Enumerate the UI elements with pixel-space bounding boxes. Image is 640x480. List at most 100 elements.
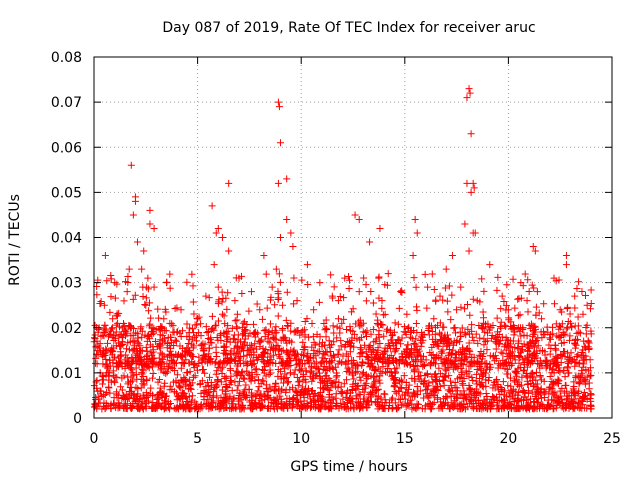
baseline-point (437, 336, 445, 344)
baseline-point (266, 366, 274, 374)
activity-point (432, 296, 440, 304)
baseline-point (140, 381, 148, 389)
activity-point (321, 341, 329, 349)
activity-point (271, 301, 279, 309)
activity-point (428, 270, 436, 278)
activity-point (238, 289, 246, 297)
activity-point (188, 270, 196, 278)
activity-point (367, 330, 375, 338)
baseline-point (161, 400, 169, 408)
baseline-point (160, 369, 168, 377)
activity-point (171, 305, 179, 313)
baseline-point (361, 384, 369, 392)
baseline-point (436, 370, 444, 378)
baseline-point (336, 329, 344, 337)
baseline-point (268, 327, 276, 335)
baseline-point (148, 331, 156, 339)
baseline-point (579, 401, 587, 409)
activity-point (520, 359, 528, 367)
data-point (465, 247, 473, 255)
activity-point (435, 342, 443, 350)
baseline-point (212, 370, 220, 378)
baseline-point (435, 364, 443, 372)
baseline-point (381, 396, 389, 404)
data-point (409, 252, 417, 260)
baseline-point (410, 365, 418, 373)
baseline-point (571, 404, 579, 412)
baseline-point (449, 387, 457, 395)
baseline-point (392, 380, 400, 388)
baseline-point (525, 387, 533, 395)
baseline-point (504, 382, 512, 390)
data-point (397, 288, 405, 296)
activity-point (292, 356, 300, 364)
x-tick-label: 25 (603, 431, 621, 447)
baseline-point (396, 383, 404, 391)
activity-point (481, 338, 489, 346)
activity-point (494, 334, 502, 342)
baseline-point (376, 367, 384, 375)
data-point (93, 360, 101, 368)
baseline-point (369, 388, 377, 396)
activity-point (517, 332, 525, 340)
activity-point (287, 346, 295, 354)
baseline-point (181, 392, 189, 400)
data-point (556, 306, 564, 314)
activity-point (378, 304, 386, 312)
activity-point (531, 352, 539, 360)
activity-point (109, 356, 117, 364)
activity-point (402, 354, 410, 362)
baseline-point (118, 394, 126, 402)
baseline-point (510, 386, 518, 394)
baseline-point (234, 349, 242, 357)
activity-point (151, 337, 159, 345)
activity-point (315, 340, 323, 348)
activity-point (557, 332, 565, 340)
data-point (498, 292, 506, 300)
activity-point (266, 296, 274, 304)
baseline-point (114, 404, 122, 412)
baseline-point (482, 389, 490, 397)
activity-point (574, 313, 582, 321)
activity-point (418, 356, 426, 364)
activity-point (587, 300, 595, 308)
baseline-point (560, 402, 568, 410)
baseline-point (353, 382, 361, 390)
baseline-point (299, 376, 307, 384)
baseline-point (519, 324, 527, 332)
activity-point (468, 321, 476, 329)
data-point (461, 220, 469, 228)
data-point (198, 342, 206, 350)
data-point (146, 220, 154, 228)
baseline-point (297, 405, 305, 413)
activity-point (327, 358, 335, 366)
baseline-point (286, 369, 294, 377)
baseline-point (378, 399, 386, 407)
baseline-point (204, 378, 212, 386)
baseline-point (138, 369, 146, 377)
baseline-point (355, 390, 363, 398)
activity-point (146, 299, 154, 307)
activity-point (366, 341, 374, 349)
activity-point (345, 276, 353, 284)
baseline-point (464, 325, 472, 333)
baseline-point (206, 386, 214, 394)
activity-point (359, 359, 367, 367)
baseline-point (431, 330, 439, 338)
activity-point (575, 278, 583, 286)
baseline-point (219, 363, 227, 371)
activity-point (93, 291, 101, 299)
baseline-point (347, 395, 355, 403)
baseline-point (98, 393, 106, 401)
baseline-point (436, 336, 444, 344)
activity-point (192, 337, 200, 345)
baseline-point (388, 372, 396, 380)
baseline-point (138, 333, 146, 341)
activity-point (444, 308, 452, 316)
baseline-point (337, 383, 345, 391)
baseline-point (112, 328, 120, 336)
baseline-point (173, 389, 181, 397)
data-point (279, 301, 287, 309)
data-point (310, 306, 318, 314)
baseline-point (441, 372, 449, 380)
